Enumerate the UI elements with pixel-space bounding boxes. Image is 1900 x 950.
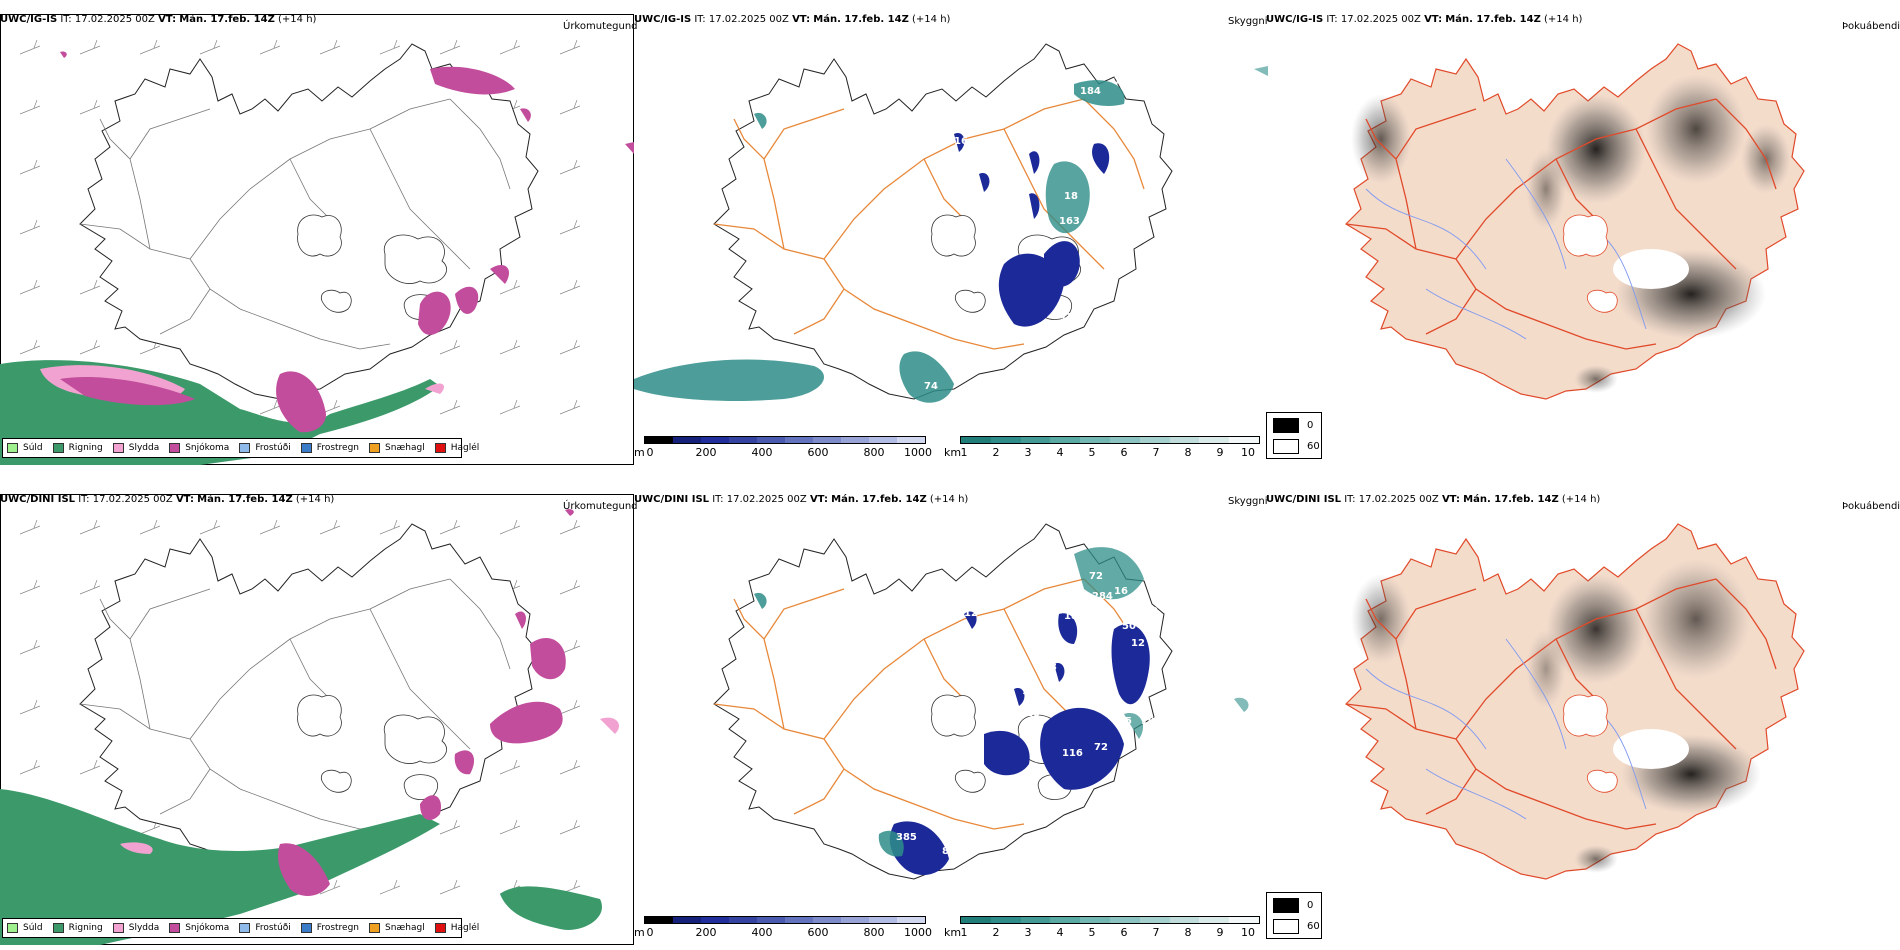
vis-label: 98 [1092,284,1106,295]
vis-label: 72 [1089,571,1103,582]
legend-item-snow: Snjókoma [169,923,229,933]
legend-item-graupel: Snæhagl [369,443,425,453]
vis-panel-row1: 184 78 16 73 18 163 10 80 98 96 122 153 … [634,14,1268,465]
precip-areas [0,509,620,945]
vis-map-row2: 72 18 284 16 50 12 70 159 12 64 44 118 1… [713,523,1249,880]
vis-label: 44 [1042,641,1056,652]
vis-label: 16 [1114,586,1128,597]
legend-item-drizzle: Súld [7,923,43,933]
vis-colorbar-km-row1: km 1 2 3 4 5 6 7 8 9 10 [944,436,1264,466]
vis-label: 12 [1131,638,1145,649]
fog-header-row1: UWC/IG-IS IT: 17.02.2025 00Z VT: Mán. 17… [1266,14,1583,25]
ptype-header-row2: UWC/DINI ISL IT: 17.02.2025 00Z VT: Mán.… [0,494,335,505]
vis-label: 284 [1092,591,1113,602]
vis-label: 116 [1062,748,1083,759]
fog-legend-row1: 0 60 [1266,412,1322,459]
fog-map-row1 [1345,43,1805,400]
vis-label: 78 [1114,76,1128,87]
ptype-header-row1: UWC/IG-IS IT: 17.02.2025 00Z VT: Mán. 17… [0,14,317,25]
ptype-map-row1 [0,14,634,465]
vis-labels-row2: 72 18 284 16 50 12 70 159 12 64 44 118 1… [896,571,1165,857]
legend-item-rain: Rigning [52,923,103,933]
legend-item-hail: Haglél [434,443,479,453]
vis-label: 73 [989,176,1003,187]
ptype-legend-row1: Súld Rigning Slydda Snjókoma Frostúði Fr… [2,438,479,458]
vis-header-row1: UWC/IG-IS IT: 17.02.2025 00Z VT: Mán. 17… [634,14,951,25]
vis-label: 50 [1122,621,1136,632]
vis-label: 12 [964,608,978,619]
ptype-panel-row2: UWC/DINI ISL IT: 17.02.2025 00Z VT: Mán.… [0,494,638,945]
vis-label: 163 [1059,216,1080,227]
vis-areas [634,66,1268,403]
vis-label: 15 [1022,686,1036,697]
fog-header-row2: UWC/DINI ISL IT: 17.02.2025 00Z VT: Mán.… [1266,494,1601,505]
vis-panel-name-row1: Skyggni [1228,16,1268,27]
vis-panel-name-row2: Skyggni [1228,496,1268,507]
vis-label: 184 [1080,86,1101,97]
vis-label: 85 [1118,716,1132,727]
legend-item-freezing-rain: Frostregn [300,443,359,453]
legend-item-sleet: Slydda [112,923,159,933]
vis-label: 72 [1094,742,1108,753]
vis-label: 159 [974,626,995,637]
vis-label: 10 [1141,716,1155,727]
vis-label: 10 [1139,151,1153,162]
vis-colorbar-m-row1: m 0 200 400 600 800 1000 [634,436,934,466]
legend-item-drizzle: Súld [7,443,43,453]
vis-label: 18 [1064,191,1078,202]
vis-areas [754,547,1249,876]
vis-label: 16 [954,136,968,147]
vis-label: 122 [1060,312,1081,323]
vis-label: 96 [1078,298,1092,309]
fog-panel-row2: UWC/DINI ISL IT: 17.02.2025 00Z VT: Mán.… [1266,494,1900,945]
legend-item-freezing-drizzle: Frostúði [239,443,291,453]
fog-legend-row2: 0 60 [1266,892,1322,939]
ptype-panel-row1: UWC/IG-IS IT: 17.02.2025 00Z VT: Mán. 17… [0,14,638,465]
vis-label: 13 [1151,731,1165,742]
vis-panel-row2: 72 18 284 16 50 12 70 159 12 64 44 118 1… [634,494,1268,945]
legend-item-freezing-rain: Frostregn [300,923,359,933]
legend-item-snow: Snjókoma [169,443,229,453]
ptype-panel-name-row2: Úrkomutegund [563,501,638,512]
vis-colorbar-km-row2: km 1 2 3 4 5 6 7 8 9 10 [944,916,1264,946]
vis-label: 64 [1039,621,1053,632]
legend-item-sleet: Slydda [112,443,159,453]
vis-label: 18 [1064,611,1078,622]
vis-label: 70 [1144,606,1158,617]
fog-panel-row1: UWC/IG-IS IT: 17.02.2025 00Z VT: Mán. 17… [1266,14,1900,465]
fog-map-row2 [1345,523,1805,880]
vis-label: 86 [942,846,956,857]
vis-labels-row1: 184 78 16 73 18 163 10 80 98 96 122 153 … [924,76,1153,392]
vis-header-row2: UWC/DINI ISL IT: 17.02.2025 00Z VT: Mán.… [634,494,969,505]
ptype-panel-name-row1: Úrkomutegund [563,21,638,32]
legend-item-freezing-drizzle: Frostúði [239,923,291,933]
vis-label: 153 [1062,336,1083,347]
legend-item-rain: Rigning [52,443,103,453]
vis-colorbar-m-row2: m 0 200 400 600 800 1000 [634,916,934,946]
legend-item-graupel: Snæhagl [369,923,425,933]
vis-label: 118 [1036,662,1057,673]
ptype-legend-row2: Súld Rigning Slydda Snjókoma Frostúði Fr… [2,918,479,938]
fog-panel-name-row2: Þokuábendi [1842,501,1900,512]
vis-label: 74 [924,381,938,392]
vis-label: 10 [1026,708,1040,719]
vis-label: 80 [1104,266,1118,277]
vis-label: 385 [896,832,917,843]
vis-map-row1: 184 78 16 73 18 163 10 80 98 96 122 153 … [634,43,1268,403]
fog-panel-name-row1: Þokuábendi [1842,21,1900,32]
legend-item-hail: Haglél [434,923,479,933]
ptype-map-row2 [0,494,634,945]
